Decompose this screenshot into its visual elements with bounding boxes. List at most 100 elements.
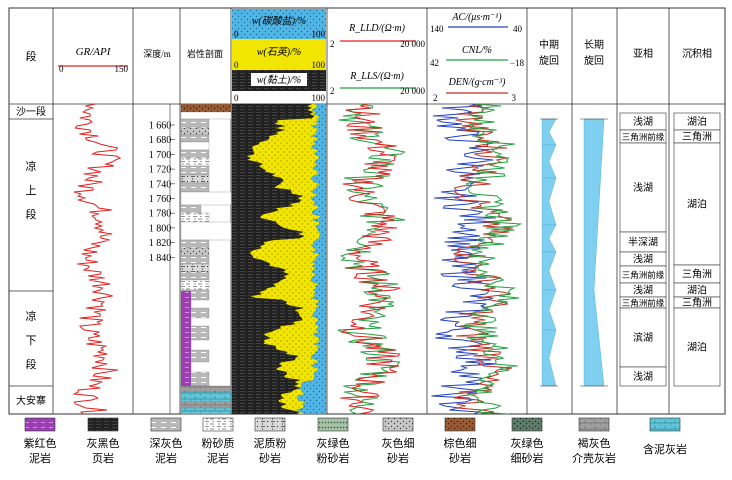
mid-cycle-shape [541, 289, 557, 331]
depth-column: 1 660 1 680 1 700 1 720 1 740 1 760 1 780 1 800… [149, 104, 175, 414]
carbonate-max: 100 [312, 29, 326, 39]
segment-daanzhai: 大安寨 [16, 394, 46, 407]
segment-column: 沙一段 凉上段 凉下段 大安寨 [9, 105, 53, 407]
mineral-column [231, 103, 327, 415]
segment-liang-upper: 凉上段 [26, 159, 37, 221]
legend-label: 粉砂质泥岩 [202, 437, 235, 465]
legend-label: 深灰色泥岩 [150, 436, 183, 465]
den-min: 2 [433, 93, 438, 103]
lithology-header: 岩性剖面 [187, 48, 223, 59]
rlld-label: R_LLD/(Ω·m) [348, 23, 406, 34]
legend-swatch [444, 417, 476, 432]
cnl-curve [461, 103, 523, 415]
subfacies-label: 浅湖 [633, 181, 653, 194]
ac-min: 140 [430, 24, 444, 34]
cnl-label: CNL/% [462, 45, 492, 56]
log-curves [72, 103, 523, 415]
ac-max: 40 [513, 24, 523, 34]
clay-label: w(黏土)/% [257, 74, 301, 86]
rlls-min: 2 [330, 86, 335, 96]
gr-curve [72, 103, 122, 415]
rlls-max: 20 000 [400, 86, 425, 96]
legend-label: 紫红色泥岩 [24, 436, 57, 465]
depth-label: 1 760 [149, 194, 172, 205]
depth-label: 1 820 [149, 238, 172, 249]
legend-label: 褐灰色介壳灰岩 [572, 436, 616, 465]
facies-label: 三角洲 [682, 269, 712, 281]
legend-swatch [254, 417, 286, 432]
depth-label: 1 700 [149, 150, 172, 161]
segment-liang-lower: 凉下段 [26, 309, 37, 371]
rlls-curve [337, 103, 406, 415]
legend-label: 灰绿色粉砂岩 [317, 436, 350, 465]
legend-swatch [87, 417, 119, 432]
carbonate-label: w(碳酸盐)/% [252, 15, 306, 27]
depth-label: 1 740 [149, 179, 172, 190]
cnl-min: 42 [430, 58, 439, 68]
facies-columns: 浅湖三角洲前缘浅湖半深湖浅湖三角洲前缘浅湖三角洲前缘滨湖浅湖湖泊三角洲湖泊三角洲… [619, 112, 721, 387]
mid-cycle-header: 中期旋回 [539, 38, 559, 67]
depth-label: 1 720 [149, 165, 172, 176]
den-max: 3 [512, 93, 517, 103]
subfacies-label: 三角洲前缘 [622, 270, 665, 280]
legend-label: 灰色细砂岩 [382, 436, 415, 465]
facies-label: 三角洲 [682, 297, 712, 309]
mineral-header: w(碳酸盐)/% 0 100 w(石英)/% 0 100 w(黏土)/% 0 1… [232, 9, 326, 103]
subfacies-label: 浅湖 [633, 115, 653, 128]
legend-swatch [202, 417, 234, 432]
depth-label: 1 800 [149, 223, 172, 234]
depth-header: 深度/m [143, 48, 171, 59]
rlls-label: R_LLS/(Ω·m) [349, 71, 404, 82]
clay-min: 0 [234, 93, 239, 103]
depth-label: 1 840 [149, 253, 172, 264]
facies-label: 三角洲 [682, 131, 712, 143]
subfacies-label: 浅湖 [633, 253, 653, 266]
facies-label: 湖泊 [687, 342, 707, 354]
quartz-min: 0 [234, 60, 239, 70]
legend-swatch [317, 417, 349, 432]
mid-cycle-shape [541, 144, 557, 179]
facies-label: 湖泊 [687, 285, 707, 297]
legend-swatch [150, 417, 182, 432]
depth-label: 1 660 [149, 121, 172, 132]
depth-label: 1 680 [149, 135, 172, 146]
legend-swatch [578, 417, 610, 432]
subfacies-header: 亚相 [633, 47, 653, 60]
mid-cycle-shape [541, 251, 557, 291]
quartz-max: 100 [312, 60, 326, 70]
den-label: DEN/(g·cm⁻³) [448, 77, 507, 88]
subfacies-label: 浅湖 [633, 284, 653, 297]
quartz-label: w(石英)/% [257, 46, 301, 58]
long-cycle-shape [583, 118, 605, 387]
legend-swatch [382, 417, 414, 432]
segment-header: 段 [26, 49, 37, 63]
clay-max: 100 [312, 93, 326, 103]
legend-swatch [511, 417, 543, 432]
segment-sha1: 沙一段 [16, 105, 46, 118]
legend-label: 灰绿色细砂岩 [511, 436, 544, 465]
rlld-curve [340, 103, 401, 415]
column-grid [52, 8, 670, 414]
depth-label: 1 780 [149, 209, 172, 220]
gr-max: 150 [115, 64, 129, 74]
facies-label: 湖泊 [687, 199, 707, 211]
ac-label: AC/(μs·m⁻¹) [451, 12, 502, 23]
subfacies-label: 滨湖 [633, 331, 653, 344]
mid-cycle-shape [541, 118, 557, 146]
figure-frame [8, 7, 726, 415]
den-curve [453, 103, 513, 415]
facies-label: 湖泊 [687, 116, 707, 128]
legend-swatch [649, 417, 681, 432]
gr-min: 0 [59, 64, 64, 74]
cnl-max: −18 [510, 58, 525, 68]
rlld-min: 2 [330, 39, 335, 49]
carbonate-min: 0 [234, 29, 239, 39]
legend-label: 灰黑色页岩 [87, 436, 120, 465]
gr-header: GR/API [76, 46, 112, 58]
facies-header: 沉积相 [682, 47, 712, 60]
mid-cycle-shape [541, 329, 557, 387]
legend-label: 泥质粉砂岩 [254, 437, 287, 465]
legend-label: 棕色细砂岩 [444, 436, 477, 465]
